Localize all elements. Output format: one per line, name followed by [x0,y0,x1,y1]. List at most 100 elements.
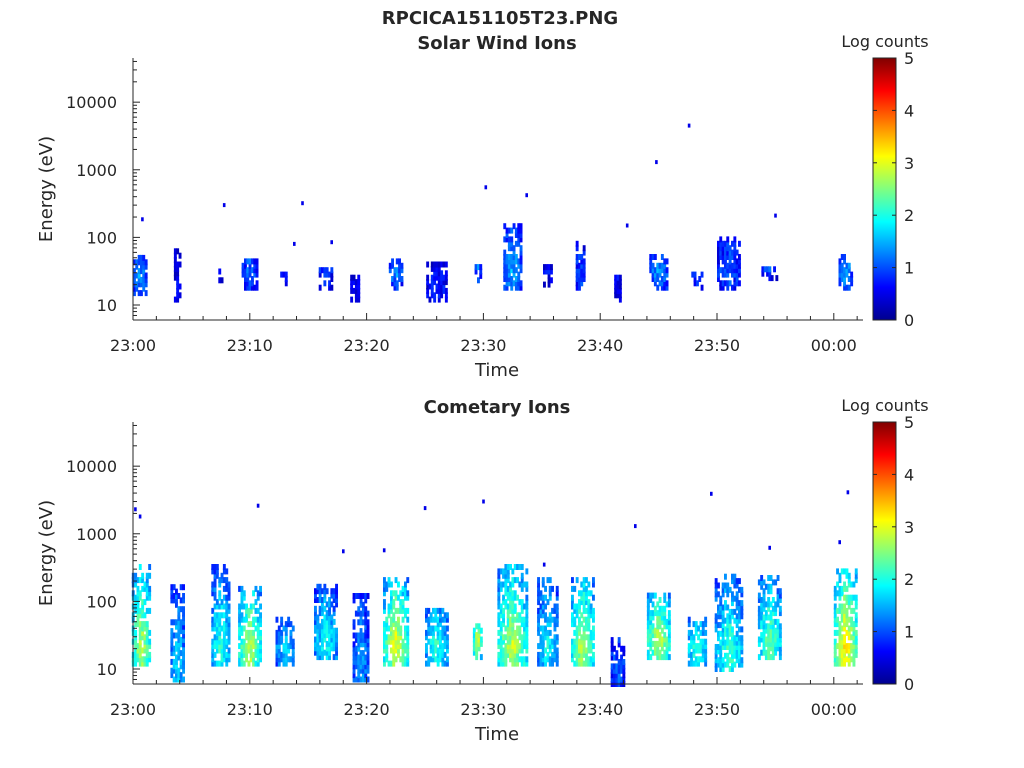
data-cell [352,672,356,679]
data-cell [854,643,858,650]
data-cell [776,640,780,647]
data-cell [134,638,138,645]
data-cell [357,283,361,290]
data-cell [667,618,671,625]
data-cell [589,607,593,614]
data-cell [511,612,515,619]
data-cell [573,621,577,628]
data-cell [280,651,284,658]
data-cell [660,645,664,652]
data-cell [520,647,524,654]
data-cell [760,636,764,643]
data-cell [738,604,741,611]
data-cell [392,599,396,606]
data-cell [731,249,734,256]
data-cell [697,643,700,650]
data-cell [733,254,737,260]
data-cell [553,625,557,632]
data-cell [510,267,514,274]
data-cell [433,274,437,281]
data-cell [731,600,734,607]
data-cell [717,267,720,274]
data-cell [141,572,145,579]
data-cell [838,647,842,654]
data-cell [518,599,522,606]
data-cell [225,656,229,663]
data-cell [401,638,405,645]
data-cell [509,621,512,628]
data-cluster [314,583,338,661]
data-cell [735,648,739,655]
data-cell [762,588,766,595]
data-cell [170,584,174,591]
colorbar-tick-label: 4 [904,101,914,120]
data-cell [497,594,501,601]
data-cell [325,618,329,625]
data-cell [170,597,174,604]
data-cell [778,649,782,656]
data-cell [227,621,231,628]
data-cell [663,597,667,603]
data-cell [546,634,550,641]
data-cell [735,280,739,287]
data-cell [314,649,317,656]
data-cell [646,623,650,630]
data-cell [646,614,650,621]
data-cell [249,647,253,654]
data-cell [543,264,546,271]
data-cell [852,660,856,667]
data-cell [836,568,839,575]
data-cell [646,649,650,656]
data-cell [335,588,338,595]
data-cell [357,279,361,286]
data-cell [656,262,660,269]
data-cell [731,595,734,602]
data-cell [833,603,837,610]
data-cell [325,601,329,608]
data-cell [587,581,591,588]
data-cell [502,651,505,658]
data-cell [721,666,725,672]
data-cell [618,283,622,290]
data-point [423,506,427,511]
data-cell [578,656,581,663]
data-cell [357,667,361,674]
data-cell [399,634,403,641]
data-cell [589,612,593,619]
data-cell [719,600,723,607]
data-cell [220,647,224,654]
data-cell [649,636,653,643]
data-cell [663,258,667,265]
data-cell [284,280,288,287]
y-tick-label: 1000 [76,161,117,180]
data-cell [227,585,231,592]
data-point [655,160,658,165]
data-cell [592,643,595,650]
data-cell [499,629,503,636]
data-cell [178,252,182,259]
data-cell [401,647,405,654]
data-cell [227,603,231,610]
data-cell [735,262,739,269]
data-cell [585,590,588,597]
data-cell [321,267,324,274]
data-cell [649,623,653,630]
data-cell [509,564,512,570]
data-cell [429,638,433,645]
data-cell [687,634,691,641]
colorbar-tick-label: 0 [904,311,914,330]
data-cell [354,654,358,661]
data-cell [610,650,614,657]
data-cell [778,597,782,603]
data-cell [733,245,737,252]
data-cell [721,249,725,256]
data-cell [394,647,398,654]
data-cell [137,281,141,288]
data-cell [284,660,288,667]
data-cell [546,621,550,628]
data-cell [740,604,744,611]
data-cell [425,612,428,619]
data-cell [432,651,435,658]
data-cell [441,616,445,623]
data-cell [724,254,727,260]
